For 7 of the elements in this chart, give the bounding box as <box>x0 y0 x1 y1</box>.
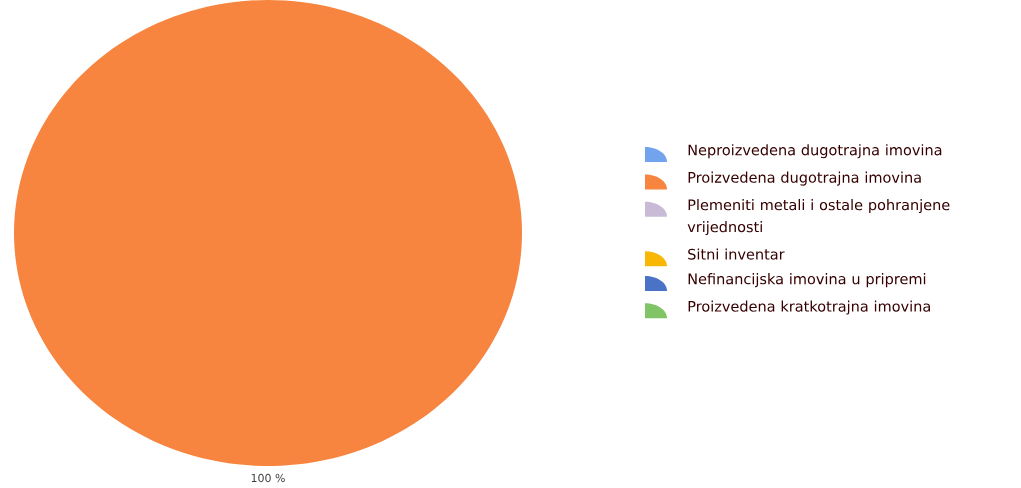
legend-label: Proizvedena kratkotrajna imovina <box>688 300 930 315</box>
legend-label: Nefinancijska imovina u pripremi <box>688 273 926 288</box>
legend-label: Neproizvedena dugotrajna imovina <box>688 144 942 159</box>
data-label: 100 % <box>251 473 285 483</box>
legend-label: Proizvedena dugotrajna imovina <box>688 171 921 186</box>
legend-label: Sitni inventar <box>688 248 785 260</box>
legend-label: Plemeniti metali i ostale pohranjene vrijednosti <box>687 199 950 236</box>
